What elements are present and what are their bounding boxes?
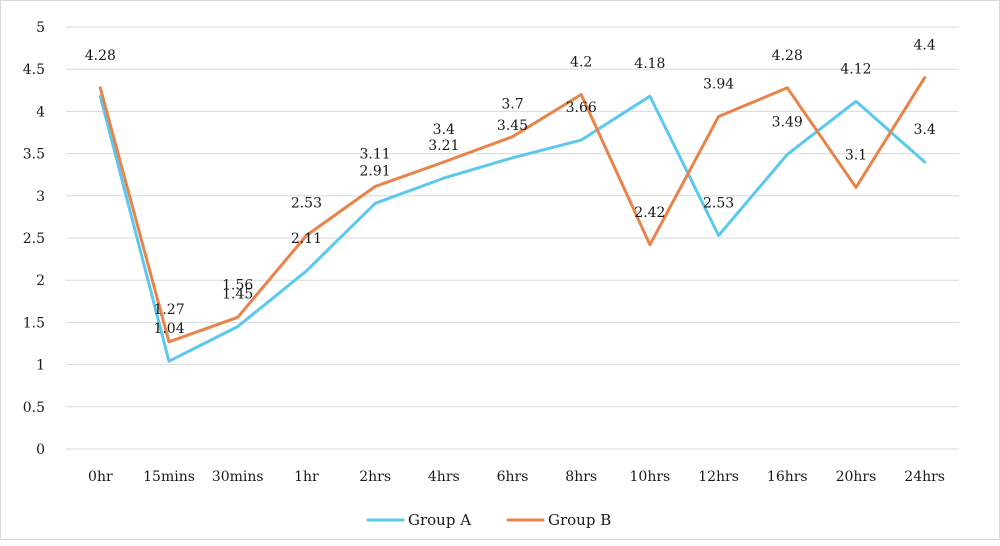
y-tick-label: 0 xyxy=(36,442,45,458)
data-label: 3.4 xyxy=(914,122,936,138)
data-label: 3.94 xyxy=(703,76,734,92)
data-label: 1.45 xyxy=(222,287,253,303)
series-line-group-b xyxy=(98,76,927,344)
data-label: 4.4 xyxy=(914,38,936,54)
data-label: 2.11 xyxy=(291,231,322,247)
data-label: 1.27 xyxy=(153,302,184,318)
y-tick-label: 3.5 xyxy=(23,147,45,163)
x-tick-label: 2hrs xyxy=(359,469,391,485)
x-tick-label: 4hrs xyxy=(428,469,460,485)
y-tick-label: 0.5 xyxy=(23,400,45,416)
x-tick-label: 0hr xyxy=(88,469,113,485)
x-tick-label: 16hrs xyxy=(767,469,808,485)
y-tick-label: 2.5 xyxy=(23,231,45,247)
data-label: 2.53 xyxy=(703,195,734,211)
y-tick-label: 5 xyxy=(36,20,45,36)
y-tick-label: 1.5 xyxy=(23,315,45,331)
legend: Group A Group B xyxy=(366,511,611,529)
series-line-group-a xyxy=(98,94,927,363)
legend-label: Group B xyxy=(548,511,611,529)
x-axis-ticks: 0hr 15mins 30mins 1hr 2hrs 4hrs 6hrs 8hrs 10hrs 1… xyxy=(88,469,945,485)
data-label: 3.45 xyxy=(497,118,528,134)
y-tick-label: 4 xyxy=(36,104,45,120)
data-label: 3.1 xyxy=(845,147,867,163)
data-label: 3.66 xyxy=(566,100,597,116)
x-tick-label: 20hrs xyxy=(836,469,877,485)
data-labels: 1.04 1.45 2.11 2.91 3.21 3.45 3.66 4.18 2.53 3.49… xyxy=(85,38,936,338)
data-label: 3.7 xyxy=(501,97,523,113)
x-tick-label: 10hrs xyxy=(630,469,671,485)
data-label: 3.11 xyxy=(360,147,391,163)
x-tick-label: 15mins xyxy=(143,469,195,485)
y-tick-label: 3 xyxy=(36,189,45,205)
data-label: 1.04 xyxy=(153,321,184,337)
data-label: 3.21 xyxy=(428,138,459,154)
gridlines xyxy=(66,26,959,450)
x-tick-label: 8hrs xyxy=(565,469,597,485)
data-label: 1.56 xyxy=(222,277,253,293)
y-tick-label: 2 xyxy=(36,273,45,289)
x-tick-label: 12hrs xyxy=(698,469,739,485)
data-label: 2.53 xyxy=(291,195,322,211)
x-tick-label: 6hrs xyxy=(497,469,529,485)
data-label: 4.2 xyxy=(570,55,592,71)
series-lines xyxy=(98,76,927,363)
y-axis-ticks: 0 0.5 1 1.5 2 2.5 3 3.5 4 4.5 5 xyxy=(23,20,45,458)
data-label: 4.28 xyxy=(772,48,803,64)
data-label: 4.18 xyxy=(634,56,665,72)
data-label: 3.49 xyxy=(772,114,803,130)
x-tick-label: 30mins xyxy=(212,469,264,485)
data-label: 2.91 xyxy=(360,163,391,179)
x-tick-label: 1hr xyxy=(294,469,319,485)
data-label: 4.12 xyxy=(840,61,871,77)
y-tick-label: 4.5 xyxy=(23,62,45,78)
data-label: 3.4 xyxy=(433,122,455,138)
data-label: 2.42 xyxy=(634,205,665,221)
y-tick-label: 1 xyxy=(36,358,45,374)
x-tick-label: 24hrs xyxy=(904,469,945,485)
data-label: 4.28 xyxy=(85,48,116,64)
legend-label: Group A xyxy=(408,511,471,529)
